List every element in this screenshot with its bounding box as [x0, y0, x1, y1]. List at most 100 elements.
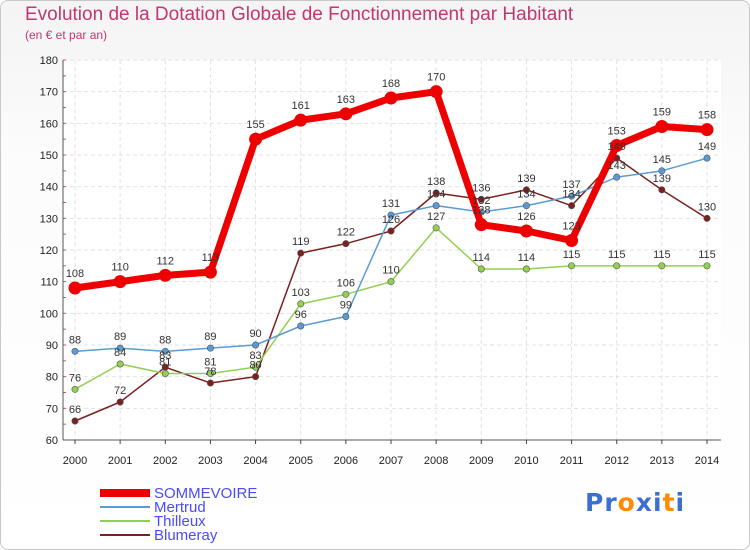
data-point-thilleux: [477, 265, 485, 273]
data-point-mertrud: [342, 312, 350, 320]
data-point-sommevoire: [294, 113, 308, 127]
data-label-thilleux: 110: [382, 265, 400, 277]
data-label-blumeray: 126: [382, 214, 400, 226]
x-tick-label: 2007: [379, 455, 403, 467]
data-point-blumeray: [522, 186, 530, 194]
chart-title: Evolution de la Dotation Globale de Fonc…: [25, 4, 574, 25]
y-tick-label: 160: [40, 118, 58, 130]
data-point-mertrud: [116, 344, 124, 352]
data-label-sommevoire: 159: [653, 107, 671, 119]
data-point-blumeray: [568, 202, 576, 210]
data-label-mertrud: 137: [562, 179, 580, 191]
data-label-blumeray: 130: [698, 201, 716, 213]
data-label-mertrud: 134: [427, 189, 445, 201]
data-label-mertrud: 132: [472, 195, 490, 207]
data-label-sommevoire: 170: [427, 72, 445, 84]
legend-label-mertrud: Mertrud: [154, 499, 206, 516]
data-label-sommevoire: 110: [111, 262, 129, 274]
data-label-mertrud: 145: [653, 154, 671, 166]
data-label-sommevoire: 158: [698, 110, 716, 122]
data-label-thilleux: 115: [653, 249, 671, 261]
data-label-blumeray: 134: [562, 189, 580, 201]
data-label-sommevoire: 155: [246, 119, 264, 131]
data-label-mertrud: 131: [382, 198, 400, 210]
logo-letter: P: [585, 488, 605, 517]
data-point-mertrud: [71, 347, 79, 355]
data-point-thilleux: [658, 262, 666, 270]
data-label-mertrud: 149: [698, 141, 716, 153]
x-tick-label: 2002: [153, 455, 177, 467]
data-point-thilleux: [703, 262, 711, 270]
logo-letter: i: [653, 488, 663, 517]
data-point-sommevoire: [519, 224, 533, 238]
data-label-thilleux: 114: [473, 252, 491, 264]
data-point-blumeray: [71, 417, 79, 425]
data-label-thilleux: 76: [69, 372, 81, 384]
legend-label-thilleux: Thilleux: [154, 513, 206, 530]
y-tick-label: 80: [46, 372, 58, 384]
data-point-blumeray: [432, 189, 440, 197]
data-label-blumeray: 139: [653, 173, 671, 185]
data-point-blumeray: [658, 186, 666, 194]
logo-letter: t: [662, 488, 676, 517]
x-tick-label: 2008: [424, 455, 448, 467]
y-tick-label: 140: [40, 182, 58, 194]
data-point-sommevoire: [700, 123, 714, 137]
x-tick-label: 2011: [560, 455, 584, 467]
data-point-mertrud: [206, 344, 214, 352]
data-point-blumeray: [116, 398, 124, 406]
data-label-thilleux: 81: [159, 357, 171, 369]
data-label-sommevoire: 112: [157, 255, 175, 267]
x-tick-label: 2012: [604, 455, 628, 467]
data-label-sommevoire: 161: [292, 100, 310, 112]
data-point-thilleux: [568, 262, 576, 270]
data-point-blumeray: [387, 227, 395, 235]
y-tick-label: 130: [40, 213, 58, 225]
x-tick-label: 2004: [243, 455, 267, 467]
data-point-mertrud: [613, 173, 621, 181]
data-point-thilleux: [342, 290, 350, 298]
data-point-mertrud: [252, 341, 260, 349]
y-tick-label: 90: [46, 340, 58, 352]
data-label-sommevoire: 123: [562, 221, 580, 233]
legend-label-sommevoire: SOMMEVOIRE: [154, 485, 257, 502]
data-point-sommevoire: [158, 268, 172, 282]
data-point-sommevoire: [68, 281, 82, 295]
y-tick-label: 60: [46, 435, 58, 447]
data-label-thilleux: 115: [608, 249, 626, 261]
y-tick-label: 150: [40, 150, 58, 162]
proxiti-logo: Proxiti: [585, 488, 685, 517]
data-label-thilleux: 84: [114, 347, 126, 359]
data-label-mertrud: 89: [114, 331, 126, 343]
x-tick-label: 2013: [650, 455, 674, 467]
data-point-blumeray: [342, 240, 350, 248]
data-point-thilleux: [252, 363, 260, 371]
legend-label-blumeray: Blumeray: [154, 527, 218, 544]
data-point-sommevoire: [384, 91, 398, 105]
logo-letter: o: [617, 488, 636, 517]
data-label-sommevoire: 163: [337, 94, 355, 106]
data-point-mertrud: [387, 211, 395, 219]
data-label-sommevoire: 126: [517, 211, 535, 223]
data-point-thilleux: [116, 360, 124, 368]
data-label-blumeray: 78: [204, 366, 216, 378]
x-tick-label: 2009: [469, 455, 493, 467]
data-label-sommevoire: 113: [202, 252, 220, 264]
y-tick-label: 120: [40, 245, 58, 257]
data-label-sommevoire: 168: [382, 78, 400, 90]
data-label-blumeray: 83: [159, 350, 171, 362]
data-label-mertrud: 134: [517, 189, 535, 201]
data-point-blumeray: [206, 379, 214, 387]
data-point-thilleux: [387, 278, 395, 286]
data-point-sommevoire: [565, 234, 579, 247]
data-point-sommevoire: [429, 85, 443, 99]
data-point-sommevoire: [610, 139, 624, 152]
data-point-sommevoire: [203, 265, 217, 279]
data-label-mertrud: 88: [159, 334, 171, 346]
data-label-mertrud: 90: [249, 328, 261, 340]
data-label-thilleux: 115: [563, 249, 581, 261]
data-point-thilleux: [432, 224, 440, 232]
data-point-mertrud: [658, 167, 666, 175]
y-tick-label: 110: [40, 277, 58, 289]
data-point-thilleux: [161, 369, 169, 377]
